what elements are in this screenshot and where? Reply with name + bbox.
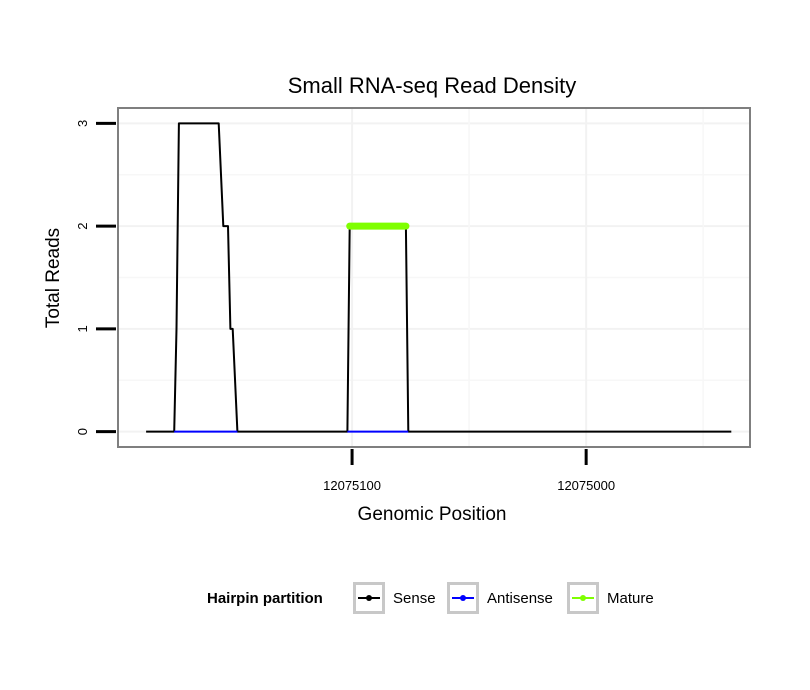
chart-title: Small RNA-seq Read Density xyxy=(288,73,577,98)
legend-key-point xyxy=(460,595,466,601)
legend-label: Mature xyxy=(607,590,654,607)
legend-label: Antisense xyxy=(487,590,553,607)
y-tick-label: 2 xyxy=(75,223,90,230)
x-axis-title: Genomic Position xyxy=(358,504,507,525)
legend-key-sense: Sense xyxy=(353,582,436,614)
axes: 0 1 2 3 12075100 12075000 xyxy=(75,120,615,493)
plot-series xyxy=(146,122,732,433)
legend-title: Hairpin partition xyxy=(207,590,323,607)
legend: Hairpin partition Sense Antisense Mature xyxy=(207,582,654,614)
y-tick-label: 1 xyxy=(75,325,90,332)
legend-key-point xyxy=(366,595,372,601)
legend-key-point xyxy=(580,595,586,601)
legend-label: Sense xyxy=(393,590,436,607)
y-tick-label: 3 xyxy=(75,120,90,127)
x-tick-label: 12075000 xyxy=(557,478,615,493)
legend-key-mature: Mature xyxy=(567,582,654,614)
legend-key-antisense: Antisense xyxy=(447,582,553,614)
x-tick-label: 12075100 xyxy=(323,478,381,493)
y-tick-label: 0 xyxy=(75,428,90,435)
panel-border xyxy=(117,107,751,448)
y-axis-title: Total Reads xyxy=(43,228,64,328)
